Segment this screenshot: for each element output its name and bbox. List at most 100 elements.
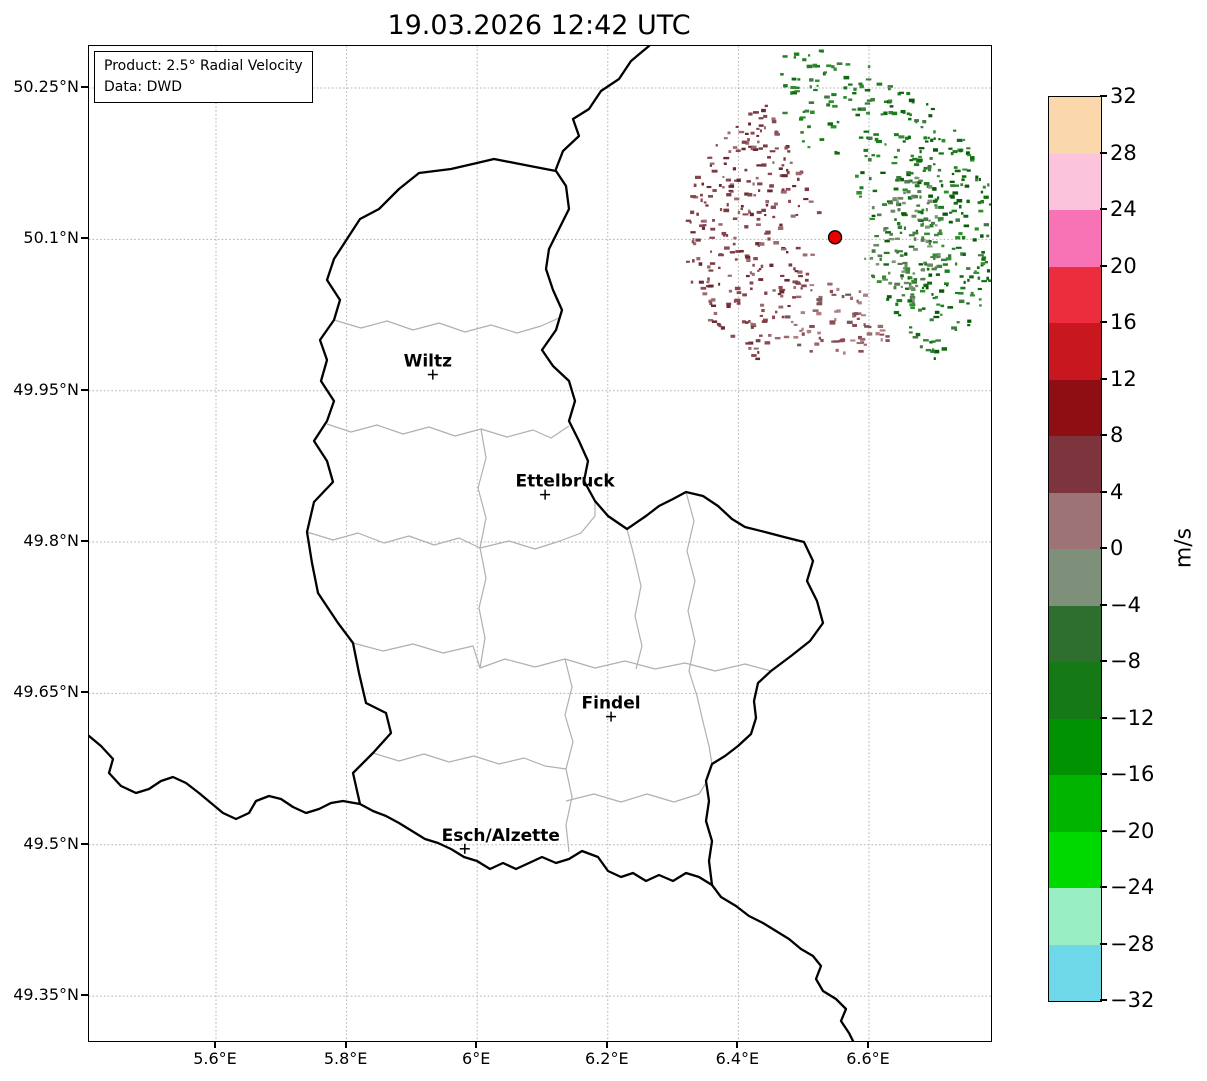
radar-echo-pixel bbox=[833, 67, 837, 71]
radar-echo-pixel bbox=[858, 290, 862, 293]
radar-echo-pixel bbox=[981, 258, 986, 261]
radar-echo-pixel bbox=[896, 175, 902, 180]
radar-echo-pixel bbox=[703, 201, 707, 204]
radar-echo-pixel bbox=[913, 237, 917, 241]
radar-echo-pixel bbox=[741, 140, 747, 144]
radar-echo-pixel bbox=[895, 178, 900, 182]
colorbar-segment bbox=[1049, 266, 1101, 323]
radar-echo-pixel bbox=[905, 136, 909, 140]
radar-echo-pixel bbox=[977, 254, 984, 257]
radar-echo-pixel bbox=[935, 339, 941, 342]
radar-echo-pixel bbox=[759, 129, 762, 133]
radar-echo-pixel bbox=[932, 296, 937, 300]
radar-echo-pixel bbox=[921, 208, 925, 212]
radar-echo-pixel bbox=[928, 240, 932, 243]
radar-echo-pixel bbox=[771, 119, 777, 124]
radar-echo-pixel bbox=[960, 252, 963, 256]
radar-echo-pixel bbox=[695, 175, 701, 179]
radar-echo-pixel bbox=[757, 140, 760, 144]
radar-echo-pixel bbox=[914, 184, 920, 188]
radar-echo-pixel bbox=[785, 168, 789, 172]
radar-echo-pixel bbox=[926, 202, 930, 205]
colorbar-tick-mark bbox=[1100, 886, 1107, 888]
radar-echo-pixel bbox=[908, 117, 912, 121]
radar-echo-pixel bbox=[869, 256, 874, 260]
radar-echo-pixel bbox=[906, 190, 911, 194]
radar-echo-pixel bbox=[948, 220, 953, 224]
radar-echo-pixel bbox=[762, 144, 768, 148]
colorbar-tick-label: −16 bbox=[1110, 762, 1155, 786]
radar-echo-pixel bbox=[753, 347, 759, 350]
radar-echo-pixel bbox=[816, 84, 819, 87]
radar-echo-pixel bbox=[942, 263, 948, 266]
radar-echo-pixel bbox=[912, 157, 918, 161]
radar-echo-pixel bbox=[707, 319, 714, 322]
radar-echo-pixel bbox=[921, 268, 926, 272]
radar-echo-pixel bbox=[887, 85, 894, 88]
radar-echo-pixel bbox=[718, 282, 721, 286]
colorbar-tick-mark bbox=[1100, 660, 1107, 662]
radar-echo-pixel bbox=[921, 286, 924, 290]
radar-echo-pixel bbox=[904, 179, 911, 184]
radar-echo-pixel bbox=[816, 302, 823, 306]
radar-echo-pixel bbox=[872, 275, 876, 279]
canton-border-line bbox=[565, 782, 707, 803]
radar-echo-pixel bbox=[839, 338, 846, 342]
radar-echo-pixel bbox=[728, 289, 733, 293]
radar-echo-pixel bbox=[984, 260, 988, 264]
radar-echo-pixel bbox=[902, 261, 908, 265]
radar-echo-pixel bbox=[788, 263, 793, 267]
radar-echo-pixel bbox=[976, 266, 980, 270]
radar-echo-pixel bbox=[758, 268, 762, 271]
colorbar-tick-mark bbox=[1100, 490, 1107, 493]
radar-echo-pixel bbox=[706, 265, 711, 269]
radar-echo-pixel bbox=[894, 218, 897, 221]
radar-echo-pixel bbox=[908, 285, 914, 290]
radar-echo-pixel bbox=[833, 340, 840, 343]
radar-echo-pixel bbox=[925, 348, 932, 352]
radar-echo-pixel bbox=[987, 183, 990, 187]
radar-echo-pixel bbox=[912, 272, 916, 275]
radar-echo-pixel bbox=[774, 130, 778, 134]
radar-echo-pixel bbox=[909, 326, 913, 329]
radar-echo-pixel bbox=[797, 204, 800, 208]
colorbar-tick-label: 28 bbox=[1110, 140, 1137, 165]
lon-tick-label: 6.4°E bbox=[715, 1049, 760, 1068]
radar-echo-pixel bbox=[944, 269, 950, 273]
radar-echo-pixel bbox=[843, 96, 847, 99]
radar-echo-pixel bbox=[849, 296, 853, 301]
radar-echo-pixel bbox=[711, 298, 716, 302]
radar-echo-pixel bbox=[852, 92, 857, 95]
radar-echo-pixel bbox=[736, 178, 741, 182]
radar-echo-pixel bbox=[750, 131, 755, 135]
radar-echo-pixel bbox=[926, 184, 929, 188]
radar-echo-pixel bbox=[814, 342, 820, 346]
radar-echo-pixel bbox=[858, 195, 863, 198]
radar-echo-pixel bbox=[829, 289, 834, 294]
colorbar-segment bbox=[1049, 549, 1101, 606]
canton-border-line bbox=[333, 317, 560, 334]
radar-echo-pixel bbox=[893, 156, 898, 159]
radar-echo-pixel bbox=[871, 249, 876, 253]
radar-echo-pixel bbox=[756, 127, 760, 130]
radar-echo-pixel bbox=[894, 282, 901, 286]
radar-echo-pixel bbox=[845, 63, 851, 66]
radar-echo-pixel bbox=[879, 333, 885, 336]
colorbar-segment bbox=[1049, 662, 1101, 719]
radar-echo-pixel bbox=[808, 101, 815, 104]
colorbar-segment bbox=[1049, 831, 1101, 888]
radar-echo-pixel bbox=[885, 339, 890, 342]
radar-echo-pixel bbox=[732, 146, 738, 149]
radar-echo-pixel bbox=[936, 175, 940, 178]
radar-echo-pixel bbox=[858, 136, 864, 139]
radar-echo-pixel bbox=[808, 200, 814, 203]
canton-borders bbox=[306, 317, 772, 853]
legend-product-line: Product: 2.5° Radial Velocity bbox=[104, 58, 303, 74]
radar-echo-pixel bbox=[919, 345, 923, 349]
city-label: Ettelbruck bbox=[515, 472, 615, 492]
radar-echo-pixel bbox=[751, 145, 757, 149]
radar-echo-pixel bbox=[906, 91, 911, 96]
radar-echo-pixel bbox=[885, 231, 891, 234]
radar-echo-pixel bbox=[790, 91, 793, 95]
radar-echo-pixel bbox=[723, 208, 730, 213]
